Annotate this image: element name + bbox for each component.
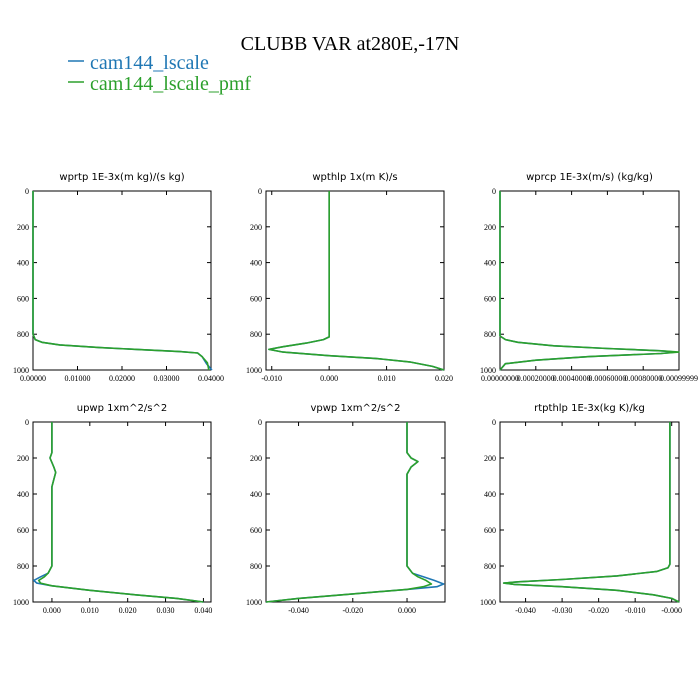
x-tick-label: 0.00000000 <box>481 374 519 383</box>
y-tick-label: 400 <box>250 259 262 268</box>
y-tick-label: 200 <box>484 454 496 463</box>
x-tick-label: 0.020 <box>435 374 453 383</box>
panel-1: wprtp 1E-3x(m kg)/(s kg) 0 200 400 600 800 100… <box>13 172 224 383</box>
y-tick-label: 400 <box>17 490 29 499</box>
series-line-2 <box>37 422 204 603</box>
y-tick-label: 200 <box>17 454 29 463</box>
plot-frame <box>265 190 445 371</box>
x-tick-label: 0.04000 <box>198 374 224 383</box>
series-line-2 <box>265 422 433 603</box>
y-tick-label: 1000 <box>246 366 262 375</box>
series-line-2 <box>499 191 680 371</box>
panel-title: wprtp 1E-3x(m kg)/(s kg) <box>59 172 184 183</box>
figure-title: CLUBB VAR at280E,-17N <box>241 33 460 55</box>
panel-2: wpthlp 1x(m K)/s 0 200 400 600 800 1000-0.010 0… <box>246 172 453 383</box>
x-tick-label: 0.00000 <box>20 374 46 383</box>
y-tick-label: 800 <box>17 330 29 339</box>
y-tick-label: 0 <box>25 418 29 427</box>
x-tick-label: 0.01000 <box>65 374 91 383</box>
x-tick-label: -0.040 <box>515 606 536 615</box>
x-tick-label: 0.030 <box>157 606 175 615</box>
y-tick-label: 1000 <box>480 366 496 375</box>
series-line-1 <box>268 191 445 371</box>
x-tick-label: 0.000 <box>398 606 416 615</box>
y-tick-label: 1000 <box>13 598 29 607</box>
legend-label-1: cam144_lscale <box>90 52 209 74</box>
series-line-1 <box>33 422 204 603</box>
series-line-2 <box>32 191 210 371</box>
plot-frame <box>32 421 212 603</box>
y-tick-label: 200 <box>17 223 29 232</box>
x-tick-label: 0.000 <box>320 374 338 383</box>
y-tick-label: 1000 <box>13 366 29 375</box>
x-tick-label: 0.00080000 <box>624 374 662 383</box>
x-tick-label: -0.040 <box>288 606 309 615</box>
y-tick-label: 400 <box>484 259 496 268</box>
panel-4: upwp 1xm^2/s^2 0 200 400 600 800 1000 0.000 0.01… <box>13 403 212 615</box>
y-tick-label: 600 <box>17 294 29 303</box>
plot-frame <box>32 190 212 371</box>
y-tick-label: 1000 <box>246 598 262 607</box>
panel-6: rtpthlp 1E-3x(kg K)/kg 0 200 400 600 800 1000 -… <box>480 403 682 615</box>
x-tick-label: -0.010 <box>261 374 282 383</box>
x-tick-label: -0.000 <box>661 606 682 615</box>
panel-3: wprcp 1E-3x(m/s) (kg/kg) 0 200 400 600 800 100… <box>480 172 698 383</box>
x-tick-label: 0.020 <box>119 606 137 615</box>
y-tick-label: 400 <box>484 490 496 499</box>
y-tick-label: 600 <box>250 526 262 535</box>
x-tick-label: 0.00040000 <box>553 374 591 383</box>
y-tick-label: 0 <box>492 187 496 196</box>
y-tick-label: 800 <box>484 330 496 339</box>
y-tick-label: 600 <box>484 526 496 535</box>
y-tick-label: 0 <box>492 418 496 427</box>
legend: cam144_lscale cam144_lscale_pmf <box>68 52 251 95</box>
x-tick-label: 0.010 <box>378 374 396 383</box>
panels-grid: wprtp 1E-3x(m kg)/(s kg) 0 200 400 600 800 100… <box>13 172 698 615</box>
y-tick-label: 400 <box>17 259 29 268</box>
x-tick-label: -0.010 <box>625 606 646 615</box>
y-tick-label: 200 <box>250 223 262 232</box>
y-tick-label: 800 <box>484 562 496 571</box>
x-tick-label: 0.03000 <box>154 374 180 383</box>
x-tick-label: 0.040 <box>194 606 212 615</box>
x-tick-label: 0.000 <box>43 606 61 615</box>
series-line-2 <box>268 191 445 371</box>
y-tick-label: 0 <box>258 187 262 196</box>
y-tick-label: 400 <box>250 490 262 499</box>
y-tick-label: 800 <box>250 562 262 571</box>
y-tick-label: 600 <box>17 526 29 535</box>
series-line-1 <box>502 422 680 603</box>
series-line-1 <box>265 422 445 603</box>
legend-label-2: cam144_lscale_pmf <box>90 73 251 95</box>
series-line-1 <box>32 191 213 371</box>
panel-title: wpthlp 1x(m K)/s <box>312 172 397 183</box>
x-tick-label: 0.00099999 <box>660 374 698 383</box>
y-tick-label: 0 <box>25 187 29 196</box>
x-tick-label: -0.020 <box>342 606 363 615</box>
plot-frame <box>499 421 680 603</box>
panel-title: wprcp 1E-3x(m/s) (kg/kg) <box>526 172 653 183</box>
y-tick-label: 800 <box>17 562 29 571</box>
x-tick-label: -0.030 <box>552 606 573 615</box>
panel-title: rtpthlp 1E-3x(kg K)/kg <box>534 403 645 414</box>
y-tick-label: 600 <box>250 294 262 303</box>
x-tick-label: 0.02000 <box>109 374 135 383</box>
x-tick-label: 0.010 <box>81 606 99 615</box>
y-tick-label: 800 <box>250 330 262 339</box>
panel-title: vpwp 1xm^2/s^2 <box>310 403 400 414</box>
x-tick-label: 0.00020000 <box>517 374 555 383</box>
plot-frame <box>265 421 446 603</box>
y-tick-label: 200 <box>484 223 496 232</box>
y-tick-label: 0 <box>258 418 262 427</box>
x-tick-label: -0.020 <box>588 606 609 615</box>
y-tick-label: 600 <box>484 294 496 303</box>
panel-5: vpwp 1xm^2/s^2 0 200 400 600 800 1000 -0.040 -0.… <box>246 403 446 615</box>
x-tick-label: 0.00060000 <box>588 374 626 383</box>
y-tick-label: 1000 <box>480 598 496 607</box>
y-tick-label: 200 <box>250 454 262 463</box>
series-line-2 <box>502 422 680 603</box>
panel-title: upwp 1xm^2/s^2 <box>77 403 167 414</box>
